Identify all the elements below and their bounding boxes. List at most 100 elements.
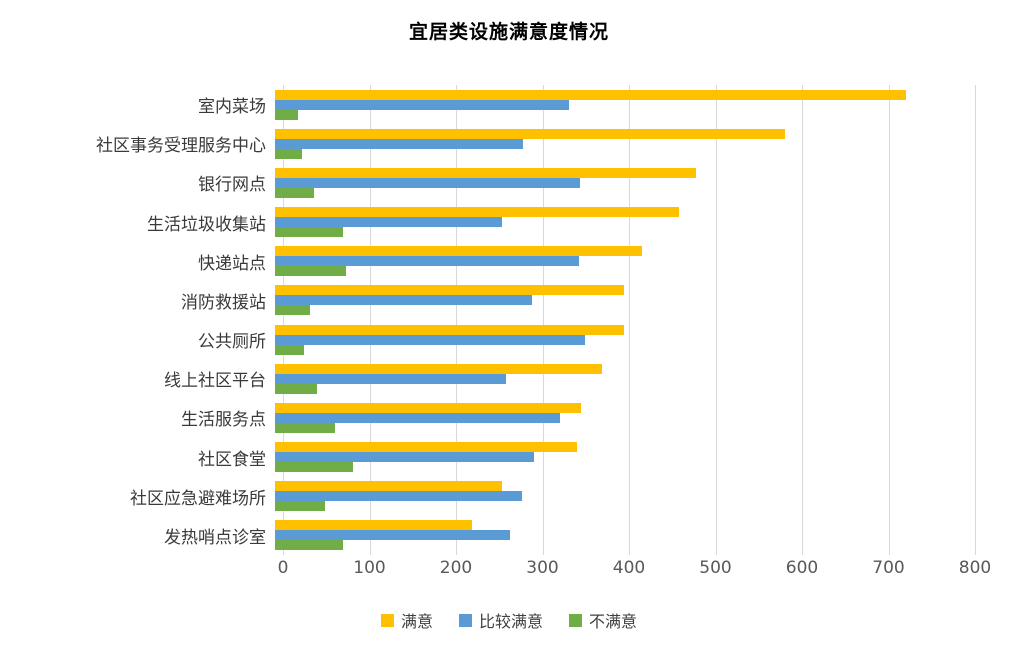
x-tick-label: 400 [612,558,646,578]
bar-series-1 [275,138,524,149]
chart-row: 消防救援站 [0,281,1018,320]
x-tick-label: 600 [785,558,819,578]
chart-row: 生活垃圾收集站 [0,203,1018,242]
chart-row: 社区食堂 [0,438,1018,477]
category-label: 生活垃圾收集站 [147,214,266,235]
chart-row: 生活服务点 [0,398,1018,437]
bar-series-1 [275,530,511,541]
legend-label: 满意 [400,612,433,631]
bar-series-0 [275,442,577,453]
bar-series-0 [275,246,642,257]
bar-group [275,324,967,355]
bar-series-1 [275,452,534,463]
x-tick-label: 200 [439,558,473,578]
bar-series-2 [275,383,317,394]
bar-series-2 [275,540,344,551]
chart-row: 发热哨点诊室 [0,516,1018,555]
bar-series-2 [275,187,314,198]
bar-group [275,402,967,433]
bar-series-0 [275,324,624,335]
chart-row: 室内菜场 [0,85,1018,124]
legend-swatch-satisfied [380,613,394,627]
gridline [888,85,890,555]
category-label: 发热哨点诊室 [164,527,266,548]
x-tick-label: 800 [958,558,992,578]
bar-series-2 [275,148,302,159]
category-label: 社区事务受理服务中心 [96,136,266,157]
bar-series-0 [275,128,786,139]
legend-item-fairly-satisfied: 比较满意 [458,608,543,632]
bar-series-0 [275,481,502,492]
bar-series-2 [275,266,346,277]
gridline [629,85,630,555]
bar-series-2 [275,109,299,120]
bar-series-1 [275,177,581,188]
gridline [456,85,457,555]
x-tick-label: 300 [526,558,559,578]
gridline [715,85,717,555]
bar-series-1 [275,412,561,423]
x-axis: 0 100 200 300 400 500 600 700 800 [278,558,992,582]
chart-row: 快递站点 [0,242,1018,281]
chart-title: 宜居类设施满意度情况 [408,21,609,43]
bar-group [275,363,967,394]
bar-series-0 [275,402,582,413]
legend-swatch-fairly-satisfied [458,613,472,627]
chart-row: 社区事务受理服务中心 [0,124,1018,163]
bar-series-2 [275,305,311,316]
category-label: 快递站点 [198,253,266,274]
gridline [802,85,803,555]
bar-series-0 [275,167,697,178]
x-tick-label: 700 [872,558,905,578]
bar-series-0 [275,363,602,374]
category-label: 社区食堂 [198,449,266,470]
bar-series-1 [275,373,506,384]
chart-row: 公共厕所 [0,320,1018,359]
bar-group [275,128,967,159]
bar-series-0 [275,207,679,218]
bar-rows: 室内菜场社区事务受理服务中心银行网点生活垃圾收集站快递站点消防救援站公共厕所线上… [0,85,1018,555]
legend-item-dissatisfied: 不满意 [569,608,637,632]
bar-series-1 [275,217,502,228]
bar-series-2 [275,344,304,355]
chart-row: 线上社区平台 [0,359,1018,398]
category-label: 银行网点 [198,175,266,196]
bar-group [275,520,967,551]
legend-label: 比较满意 [478,612,543,631]
x-tick-label: 100 [353,558,386,578]
category-label: 消防救援站 [181,292,266,313]
bar-series-2 [275,462,353,473]
bar-series-1 [275,99,570,110]
category-label: 社区应急避难场所 [130,488,266,509]
bar-group [275,481,967,512]
legend-swatch-dissatisfied [569,613,582,627]
bar-group [275,167,967,198]
legend-item-satisfied: 满意 [380,608,433,632]
category-label: 线上社区平台 [164,371,266,392]
legend: 满意 比较满意 不满意 [0,608,1018,632]
bar-series-2 [275,227,344,238]
bar-series-1 [275,256,580,267]
x-tick-label: 500 [699,558,732,578]
gridline [975,85,976,555]
bar-group [275,89,967,120]
bar-series-2 [275,501,326,512]
gridline [283,85,284,555]
chart-row: 社区应急避难场所 [0,477,1018,516]
bar-series-1 [275,491,523,502]
bar-group [275,285,967,316]
bar-series-0 [275,89,907,100]
category-label: 公共厕所 [198,332,266,353]
category-label: 生活服务点 [181,410,266,431]
bar-group [275,207,967,238]
gridline [542,85,544,555]
category-label: 室内菜场 [198,97,266,118]
bar-series-1 [275,295,532,306]
bar-group [275,246,967,277]
bar-series-0 [275,520,473,531]
x-tick-label: 0 [277,558,289,578]
bar-series-2 [275,422,335,433]
legend-label: 不满意 [589,612,638,631]
bar-series-0 [275,285,624,296]
